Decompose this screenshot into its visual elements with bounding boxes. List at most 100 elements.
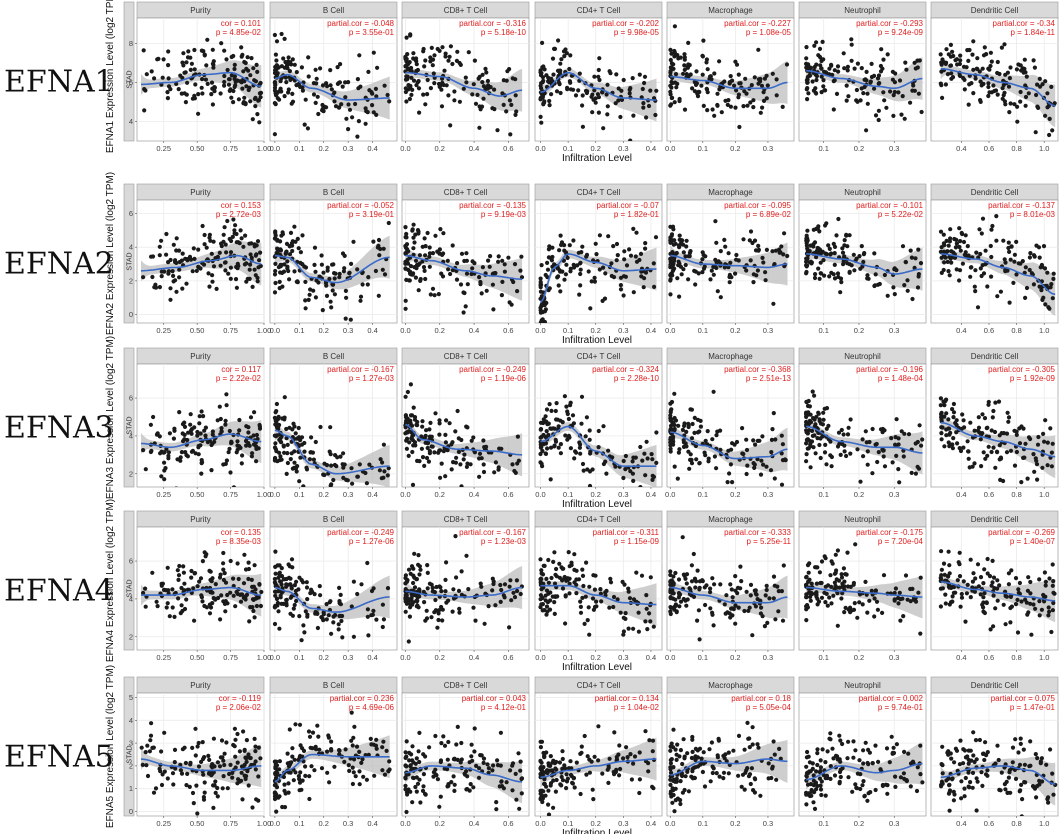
data-point	[371, 239, 376, 244]
data-point	[645, 456, 650, 461]
data-point	[941, 561, 947, 566]
p-value-text: p = 1.48e-04	[878, 374, 924, 383]
data-point	[978, 592, 983, 597]
data-point	[1027, 267, 1032, 273]
data-point	[248, 252, 253, 257]
data-point	[547, 103, 552, 108]
data-point	[641, 285, 646, 290]
data-point	[652, 284, 657, 289]
data-point	[781, 563, 786, 568]
data-point	[845, 64, 851, 69]
data-point	[687, 586, 692, 591]
data-point	[862, 77, 867, 82]
data-point	[601, 265, 606, 270]
data-point	[642, 80, 647, 86]
data-point	[821, 57, 826, 62]
data-point	[872, 86, 877, 91]
data-point	[546, 557, 551, 563]
data-point	[341, 451, 346, 456]
data-point	[761, 90, 766, 95]
x-tick-label: 0.1	[698, 653, 708, 662]
data-point	[976, 425, 982, 430]
data-point	[437, 421, 442, 426]
data-point	[313, 269, 318, 274]
x-tick-label: 0.0	[535, 326, 545, 335]
data-point	[198, 576, 204, 581]
data-point	[510, 462, 515, 467]
data-point	[644, 593, 649, 598]
data-point	[422, 463, 427, 468]
data-point	[833, 570, 838, 576]
data-point	[870, 426, 875, 432]
data-point	[443, 577, 448, 583]
data-point	[693, 282, 698, 287]
x-tick-label: 1.00	[257, 819, 272, 828]
data-point	[806, 91, 811, 96]
data-point	[250, 117, 255, 122]
data-point	[568, 446, 574, 451]
x-tick-label: 0.1	[698, 326, 708, 335]
data-point	[420, 419, 425, 424]
fit-line	[405, 586, 523, 598]
data-point	[668, 277, 673, 282]
data-point	[589, 279, 594, 284]
data-point	[919, 443, 924, 448]
data-point	[684, 72, 689, 77]
x-tick-label: 0.0	[665, 144, 675, 153]
data-point	[241, 69, 246, 74]
data-point	[355, 134, 360, 139]
data-point	[332, 90, 337, 95]
data-point	[437, 418, 442, 423]
data-point	[303, 609, 308, 614]
data-point	[618, 114, 623, 120]
data-point	[584, 252, 590, 257]
data-point	[608, 71, 613, 76]
data-point	[157, 434, 162, 439]
data-point	[988, 627, 993, 632]
data-point	[703, 254, 708, 259]
data-point	[565, 578, 570, 583]
p-value-text: p = 9.98e-05	[614, 28, 660, 37]
data-point	[1004, 450, 1010, 455]
data-point	[235, 443, 240, 448]
data-point	[199, 85, 204, 90]
data-point	[558, 61, 563, 66]
data-point	[281, 443, 286, 448]
panel-title: CD8+ T Cell	[444, 188, 488, 197]
p-value-text: p = 1.15e-09	[614, 537, 660, 546]
data-point	[593, 96, 598, 101]
data-point	[335, 65, 340, 70]
data-point	[174, 486, 178, 487]
data-point	[890, 460, 895, 465]
data-point	[470, 266, 475, 271]
data-point	[412, 585, 418, 590]
scatter-points	[804, 216, 924, 302]
data-point	[835, 548, 841, 553]
plot-area	[804, 542, 923, 636]
data-point	[338, 454, 343, 459]
data-point	[765, 83, 770, 88]
data-point	[577, 292, 582, 297]
data-point	[885, 293, 890, 298]
data-point	[413, 232, 418, 237]
data-point	[968, 557, 973, 562]
data-point	[905, 288, 910, 293]
fit-line	[940, 421, 1056, 458]
data-point	[1013, 576, 1019, 581]
data-point	[273, 83, 278, 88]
data-point	[411, 56, 416, 61]
data-point	[1005, 70, 1011, 75]
data-point	[954, 267, 959, 272]
data-point	[870, 471, 875, 476]
data-point	[433, 597, 438, 603]
data-point	[733, 588, 738, 593]
data-point	[246, 425, 251, 430]
data-point	[188, 67, 193, 72]
x-tick-label: 0.4	[469, 144, 479, 153]
data-point	[411, 580, 416, 586]
p-value-text: p = 5.18e-10	[481, 28, 527, 37]
p-value-text: p = 3.55e-01	[349, 28, 395, 37]
data-point	[515, 289, 520, 294]
